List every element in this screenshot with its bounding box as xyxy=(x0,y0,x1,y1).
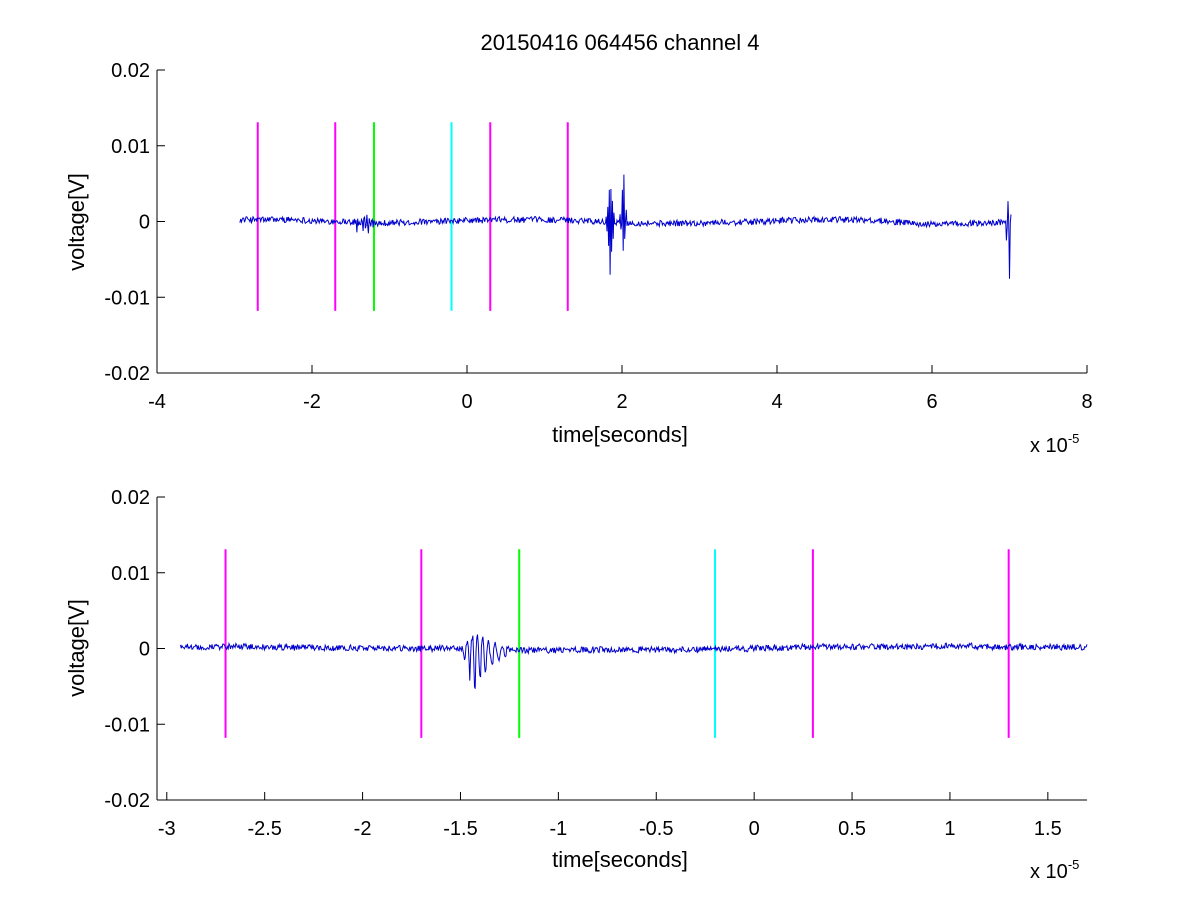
top-plot-xlabel: time[seconds] xyxy=(552,422,688,447)
bottom-plot-x-tick-label: -0.5 xyxy=(639,818,673,840)
bottom-plot-y-tick-label: -0.01 xyxy=(104,714,150,736)
bottom-plot-x-tick-label: 0 xyxy=(749,818,760,840)
bottom-plot-x-exponent-base: x 10 xyxy=(1030,861,1068,883)
bottom-plot-x-exponent: x 10-5 xyxy=(1030,857,1079,883)
bottom-plot-x-tick-label: -3 xyxy=(158,818,176,840)
top-plot-y-tick-label: 0.01 xyxy=(111,136,150,158)
top-plot-signal-trace xyxy=(239,174,1012,279)
top-plot-x-tick-label: 0 xyxy=(461,391,472,413)
top-plot-x-tick-label: 6 xyxy=(926,391,937,413)
bottom-plot-signal-trace xyxy=(180,634,1088,689)
bottom-plot-x-tick-label: -2 xyxy=(354,818,372,840)
top-plot-y-tick-label: 0 xyxy=(139,212,150,234)
top-plot-y-tick-label: 0.02 xyxy=(111,60,150,82)
bottom-plot-x-tick-label: -2.5 xyxy=(247,818,281,840)
bottom-plot: time[seconds] voltage[V] x 10-5 0.02 0.01… xyxy=(64,487,1088,883)
bottom-plot-y-tick-label: 0.01 xyxy=(111,563,150,585)
top-plot-x-exponent: x 10-5 xyxy=(1030,431,1079,457)
figure-title: 20150416 064456 channel 4 xyxy=(481,30,760,55)
top-plot-x-tick-label: -4 xyxy=(148,391,166,413)
bottom-plot-y-tick-label: 0 xyxy=(139,639,150,661)
bottom-plot-ylabel: voltage[V] xyxy=(64,599,89,697)
bottom-plot-y-tick-label: -0.02 xyxy=(104,790,150,812)
bottom-plot-x-tick-label: 1 xyxy=(944,818,955,840)
top-plot-x-tick-label: -2 xyxy=(303,391,321,413)
top-plot-y-tick-label: -0.02 xyxy=(104,363,150,385)
top-plot: time[seconds] voltage[V] x 10-5 0.02 0.01… xyxy=(64,60,1093,457)
bottom-plot-x-exponent-power: -5 xyxy=(1068,857,1080,872)
top-plot-x-tick-label: 8 xyxy=(1081,391,1092,413)
top-plot-x-tick-label: 2 xyxy=(616,391,627,413)
top-plot-y-tick-label: -0.01 xyxy=(104,287,150,309)
bottom-plot-y-tick-label: 0.02 xyxy=(111,487,150,509)
top-plot-x-tick-label: 4 xyxy=(771,391,782,413)
top-plot-x-exponent-power: -5 xyxy=(1068,431,1080,446)
bottom-plot-x-tick-label: -1.5 xyxy=(443,818,477,840)
bottom-plot-x-tick-label: -1 xyxy=(549,818,567,840)
bottom-plot-xlabel: time[seconds] xyxy=(552,847,688,872)
top-plot-x-exponent-base: x 10 xyxy=(1030,435,1068,457)
bottom-plot-x-tick-label: 0.5 xyxy=(838,818,866,840)
bottom-plot-x-tick-label: 1.5 xyxy=(1034,818,1062,840)
top-plot-ylabel: voltage[V] xyxy=(64,173,89,271)
